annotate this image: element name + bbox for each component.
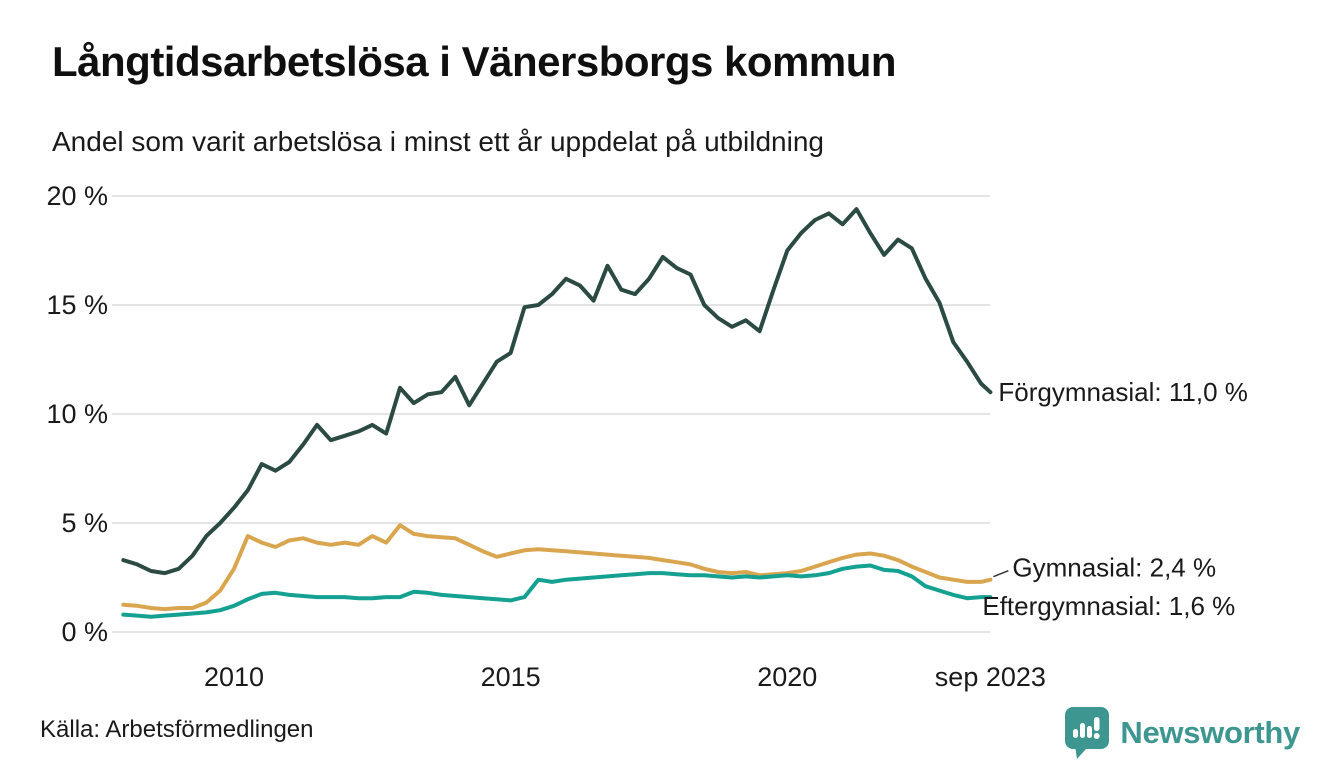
label-connector: [993, 569, 1009, 578]
series-end-label: Eftergymnasial: 1,6 %: [982, 591, 1235, 621]
bar-medium: [1087, 726, 1093, 738]
x-tick-label: 2010: [204, 662, 264, 692]
source-note: Källa: Arbetsförmedlingen: [40, 716, 314, 743]
chart-subtitle: Andel som varit arbetslösa i minst ett å…: [52, 126, 824, 157]
newsworthy-wordmark: Newsworthy: [1120, 715, 1300, 750]
y-tick-label: 15 %: [46, 290, 108, 320]
exclamation-dot: [1094, 733, 1101, 739]
newsworthy-icon: [1065, 707, 1110, 759]
x-tick-label: 2015: [481, 662, 541, 692]
x-tick-label: sep 2023: [935, 662, 1046, 692]
bar-small: [1073, 729, 1079, 738]
series-end-label: Förgymnasial: 11,0 %: [998, 377, 1248, 407]
y-tick-label: 0 %: [61, 617, 108, 647]
exclamation-stem: [1094, 717, 1100, 731]
chart-line-eftergymnasial: [121, 563, 993, 619]
y-tick-label: 5 %: [61, 508, 108, 538]
page-title: Långtidsarbetslösa i Vänersborgs kommun: [52, 38, 897, 85]
bar-tall: [1080, 723, 1086, 738]
chart-line-förgymnasial: [121, 207, 993, 576]
y-tick-label: 10 %: [46, 399, 108, 429]
series-end-label: Gymnasial: 2,4 %: [1012, 553, 1216, 583]
chart-line-gymnasial: [121, 523, 993, 612]
newsworthy-logo: Newsworthy: [1064, 706, 1300, 760]
x-tick-label: 2020: [757, 662, 817, 692]
y-tick-label: 20 %: [46, 181, 108, 211]
